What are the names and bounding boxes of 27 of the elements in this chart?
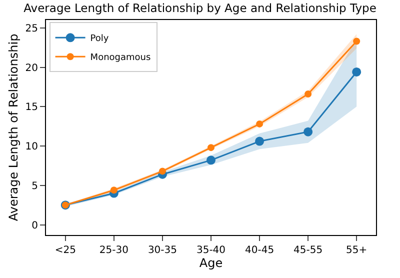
- legend-label: Poly: [90, 34, 110, 44]
- point: [352, 67, 362, 76]
- y-tick-label: 0: [32, 220, 38, 232]
- point: [304, 127, 313, 136]
- point: [256, 120, 264, 128]
- x-tick-label: 40-45: [245, 245, 274, 256]
- x-tick-label: 30-35: [148, 245, 177, 256]
- x-axis-title: Age: [199, 256, 223, 270]
- x-tick-label: 25-30: [99, 245, 128, 256]
- y-tick-label: 15: [25, 102, 38, 114]
- point: [208, 144, 214, 152]
- y-tick-label: 5: [32, 180, 38, 192]
- point: [158, 168, 166, 175]
- legend-label: Monogamous: [90, 53, 151, 64]
- point: [110, 186, 118, 194]
- x-tick-label: 55+: [346, 245, 368, 256]
- x-tick-label: 35-40: [196, 245, 226, 256]
- y-tick-label: 10: [25, 142, 38, 153]
- point: [304, 90, 312, 98]
- x-tick-label: 45-55: [294, 245, 323, 256]
- y-tick-label: 25: [25, 23, 38, 34]
- point: [353, 38, 360, 45]
- x-tick-label: <25: [54, 245, 76, 256]
- point: [206, 156, 216, 165]
- y-axis-title: Average Length of Relationship: [6, 34, 21, 222]
- y-tick-label: 20: [25, 62, 38, 74]
- chart-title: Average Length of Relationship by Age and Relationship Type: [24, 1, 376, 16]
